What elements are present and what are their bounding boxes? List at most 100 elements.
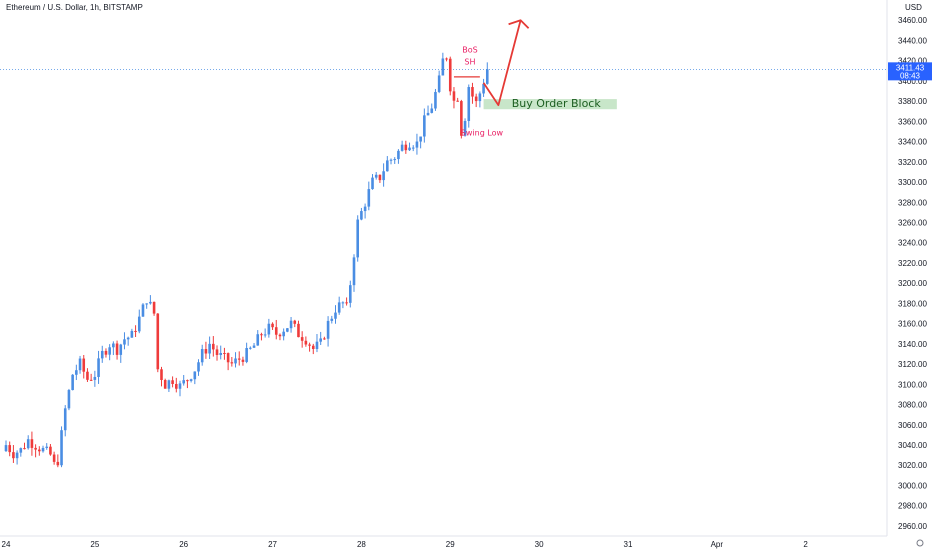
candle-body xyxy=(237,358,241,360)
candle xyxy=(230,356,234,367)
candle-body xyxy=(304,340,308,345)
candle xyxy=(104,348,108,358)
candle-body xyxy=(308,344,311,346)
candle xyxy=(193,371,197,385)
time-tick-label: 24 xyxy=(2,540,11,549)
candle xyxy=(326,316,330,347)
candle-body xyxy=(56,461,60,466)
candle-body xyxy=(23,448,26,450)
price-tick-label: 3440.00 xyxy=(898,36,927,45)
candle-body xyxy=(152,301,156,314)
time-tick-label: 25 xyxy=(90,540,99,549)
candle xyxy=(456,97,459,102)
bos-label: BoS xyxy=(462,46,477,55)
candle-body xyxy=(478,93,482,102)
candle-body xyxy=(434,91,437,109)
candle-body xyxy=(215,349,219,355)
settings-icon[interactable] xyxy=(916,539,924,547)
candle xyxy=(82,355,86,379)
candle xyxy=(360,207,363,221)
candle xyxy=(189,378,193,383)
candle xyxy=(126,336,130,346)
candle-body xyxy=(130,330,134,338)
candle xyxy=(19,447,23,457)
candle xyxy=(367,181,371,211)
candle-body xyxy=(230,362,234,364)
candle xyxy=(482,78,485,97)
candle xyxy=(49,443,52,456)
candle-body xyxy=(8,445,12,453)
candle xyxy=(463,118,467,137)
candle xyxy=(63,405,67,437)
candle-body xyxy=(197,362,200,372)
candle xyxy=(348,280,352,308)
candle xyxy=(174,377,178,393)
candle-body xyxy=(100,350,104,359)
candle-body xyxy=(60,430,63,466)
candle-body xyxy=(123,339,126,345)
order-block-zone xyxy=(483,99,617,110)
candle-body xyxy=(71,374,74,391)
candle xyxy=(78,355,82,374)
candles xyxy=(4,52,489,468)
candle-body xyxy=(108,347,111,355)
candle-body xyxy=(252,345,256,348)
candle-body xyxy=(348,285,352,303)
price-tick-label: 3300.00 xyxy=(898,178,927,187)
candle-body xyxy=(371,177,374,190)
candle-body xyxy=(167,380,171,389)
time-tick-label: 2 xyxy=(803,540,808,549)
candle-body xyxy=(212,343,215,350)
candle xyxy=(411,145,415,152)
candle xyxy=(4,440,8,452)
candle xyxy=(282,328,285,341)
candle-body xyxy=(448,58,452,92)
candle xyxy=(241,356,245,366)
candle xyxy=(245,342,248,364)
candle-body xyxy=(4,445,8,452)
candle-body xyxy=(311,345,315,350)
candle xyxy=(197,359,200,376)
candle xyxy=(293,319,297,328)
candle xyxy=(26,435,30,450)
candle-body xyxy=(12,452,15,459)
candle-body xyxy=(315,341,319,350)
candle-body xyxy=(45,446,49,448)
candle xyxy=(423,108,426,143)
candle xyxy=(41,445,45,453)
candle-body xyxy=(93,376,97,380)
candle-body xyxy=(200,349,204,363)
candle xyxy=(171,376,174,388)
candle-body xyxy=(404,144,408,151)
candle xyxy=(115,340,119,360)
candle xyxy=(97,350,100,384)
candle xyxy=(123,332,126,350)
candle xyxy=(34,444,37,458)
candle-body xyxy=(300,337,304,341)
candle xyxy=(460,99,463,139)
candle xyxy=(441,52,445,76)
candle-body xyxy=(330,318,334,321)
candle-body xyxy=(337,302,341,313)
candle-body xyxy=(63,408,67,431)
candle-body xyxy=(82,358,86,372)
candle xyxy=(415,133,419,155)
price-tick-label: 3200.00 xyxy=(898,279,927,288)
price-tick-label: 3000.00 xyxy=(898,481,927,490)
price-badge-value: 3411.43 xyxy=(896,63,925,72)
candle xyxy=(330,315,334,324)
candle xyxy=(263,328,267,338)
candle xyxy=(93,370,97,387)
candle xyxy=(237,351,241,366)
candle-body xyxy=(204,349,208,354)
candle xyxy=(278,333,282,341)
price-badge-countdown: 08:43 xyxy=(900,71,921,80)
candle xyxy=(145,303,148,309)
candle-body xyxy=(134,330,137,332)
price-tick-label: 3080.00 xyxy=(898,401,927,410)
candle-body xyxy=(415,141,419,148)
candle-body xyxy=(363,206,367,212)
candle-body xyxy=(223,353,226,355)
candle xyxy=(404,140,408,154)
